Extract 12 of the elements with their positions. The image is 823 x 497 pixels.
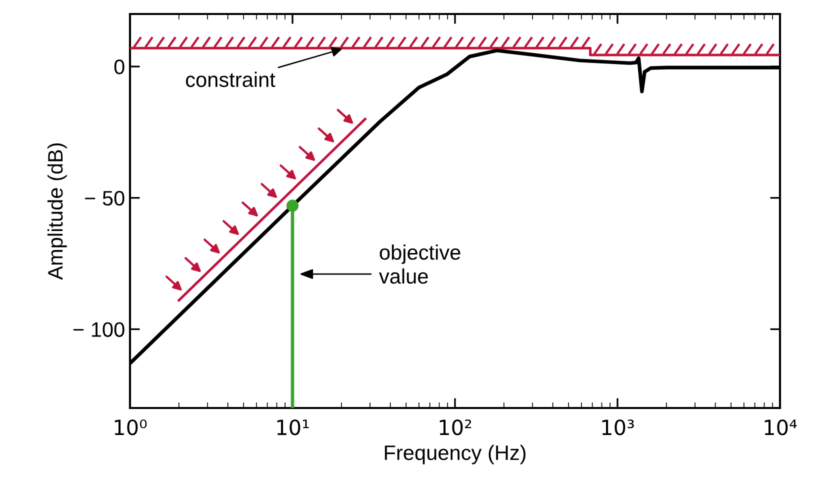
y-tick-label: − 50 xyxy=(85,190,124,206)
x-tick-label: 10⁰ xyxy=(114,419,147,436)
y-tick-label: − 100 xyxy=(73,322,124,337)
x-tick-label: 10³ xyxy=(602,419,634,436)
x-tick-label: 10¹ xyxy=(277,419,309,436)
annotation: objective value xyxy=(379,244,460,284)
annotation: constraint xyxy=(186,72,276,88)
y-tick-label: 0 xyxy=(114,60,124,74)
x-tick-label: 10⁴ xyxy=(764,419,797,436)
x-axis-title: Frequency (Hz) xyxy=(384,444,526,464)
x-tick-label: 10² xyxy=(440,419,472,436)
y-axis-title: Amplitude (dB) xyxy=(47,143,67,280)
